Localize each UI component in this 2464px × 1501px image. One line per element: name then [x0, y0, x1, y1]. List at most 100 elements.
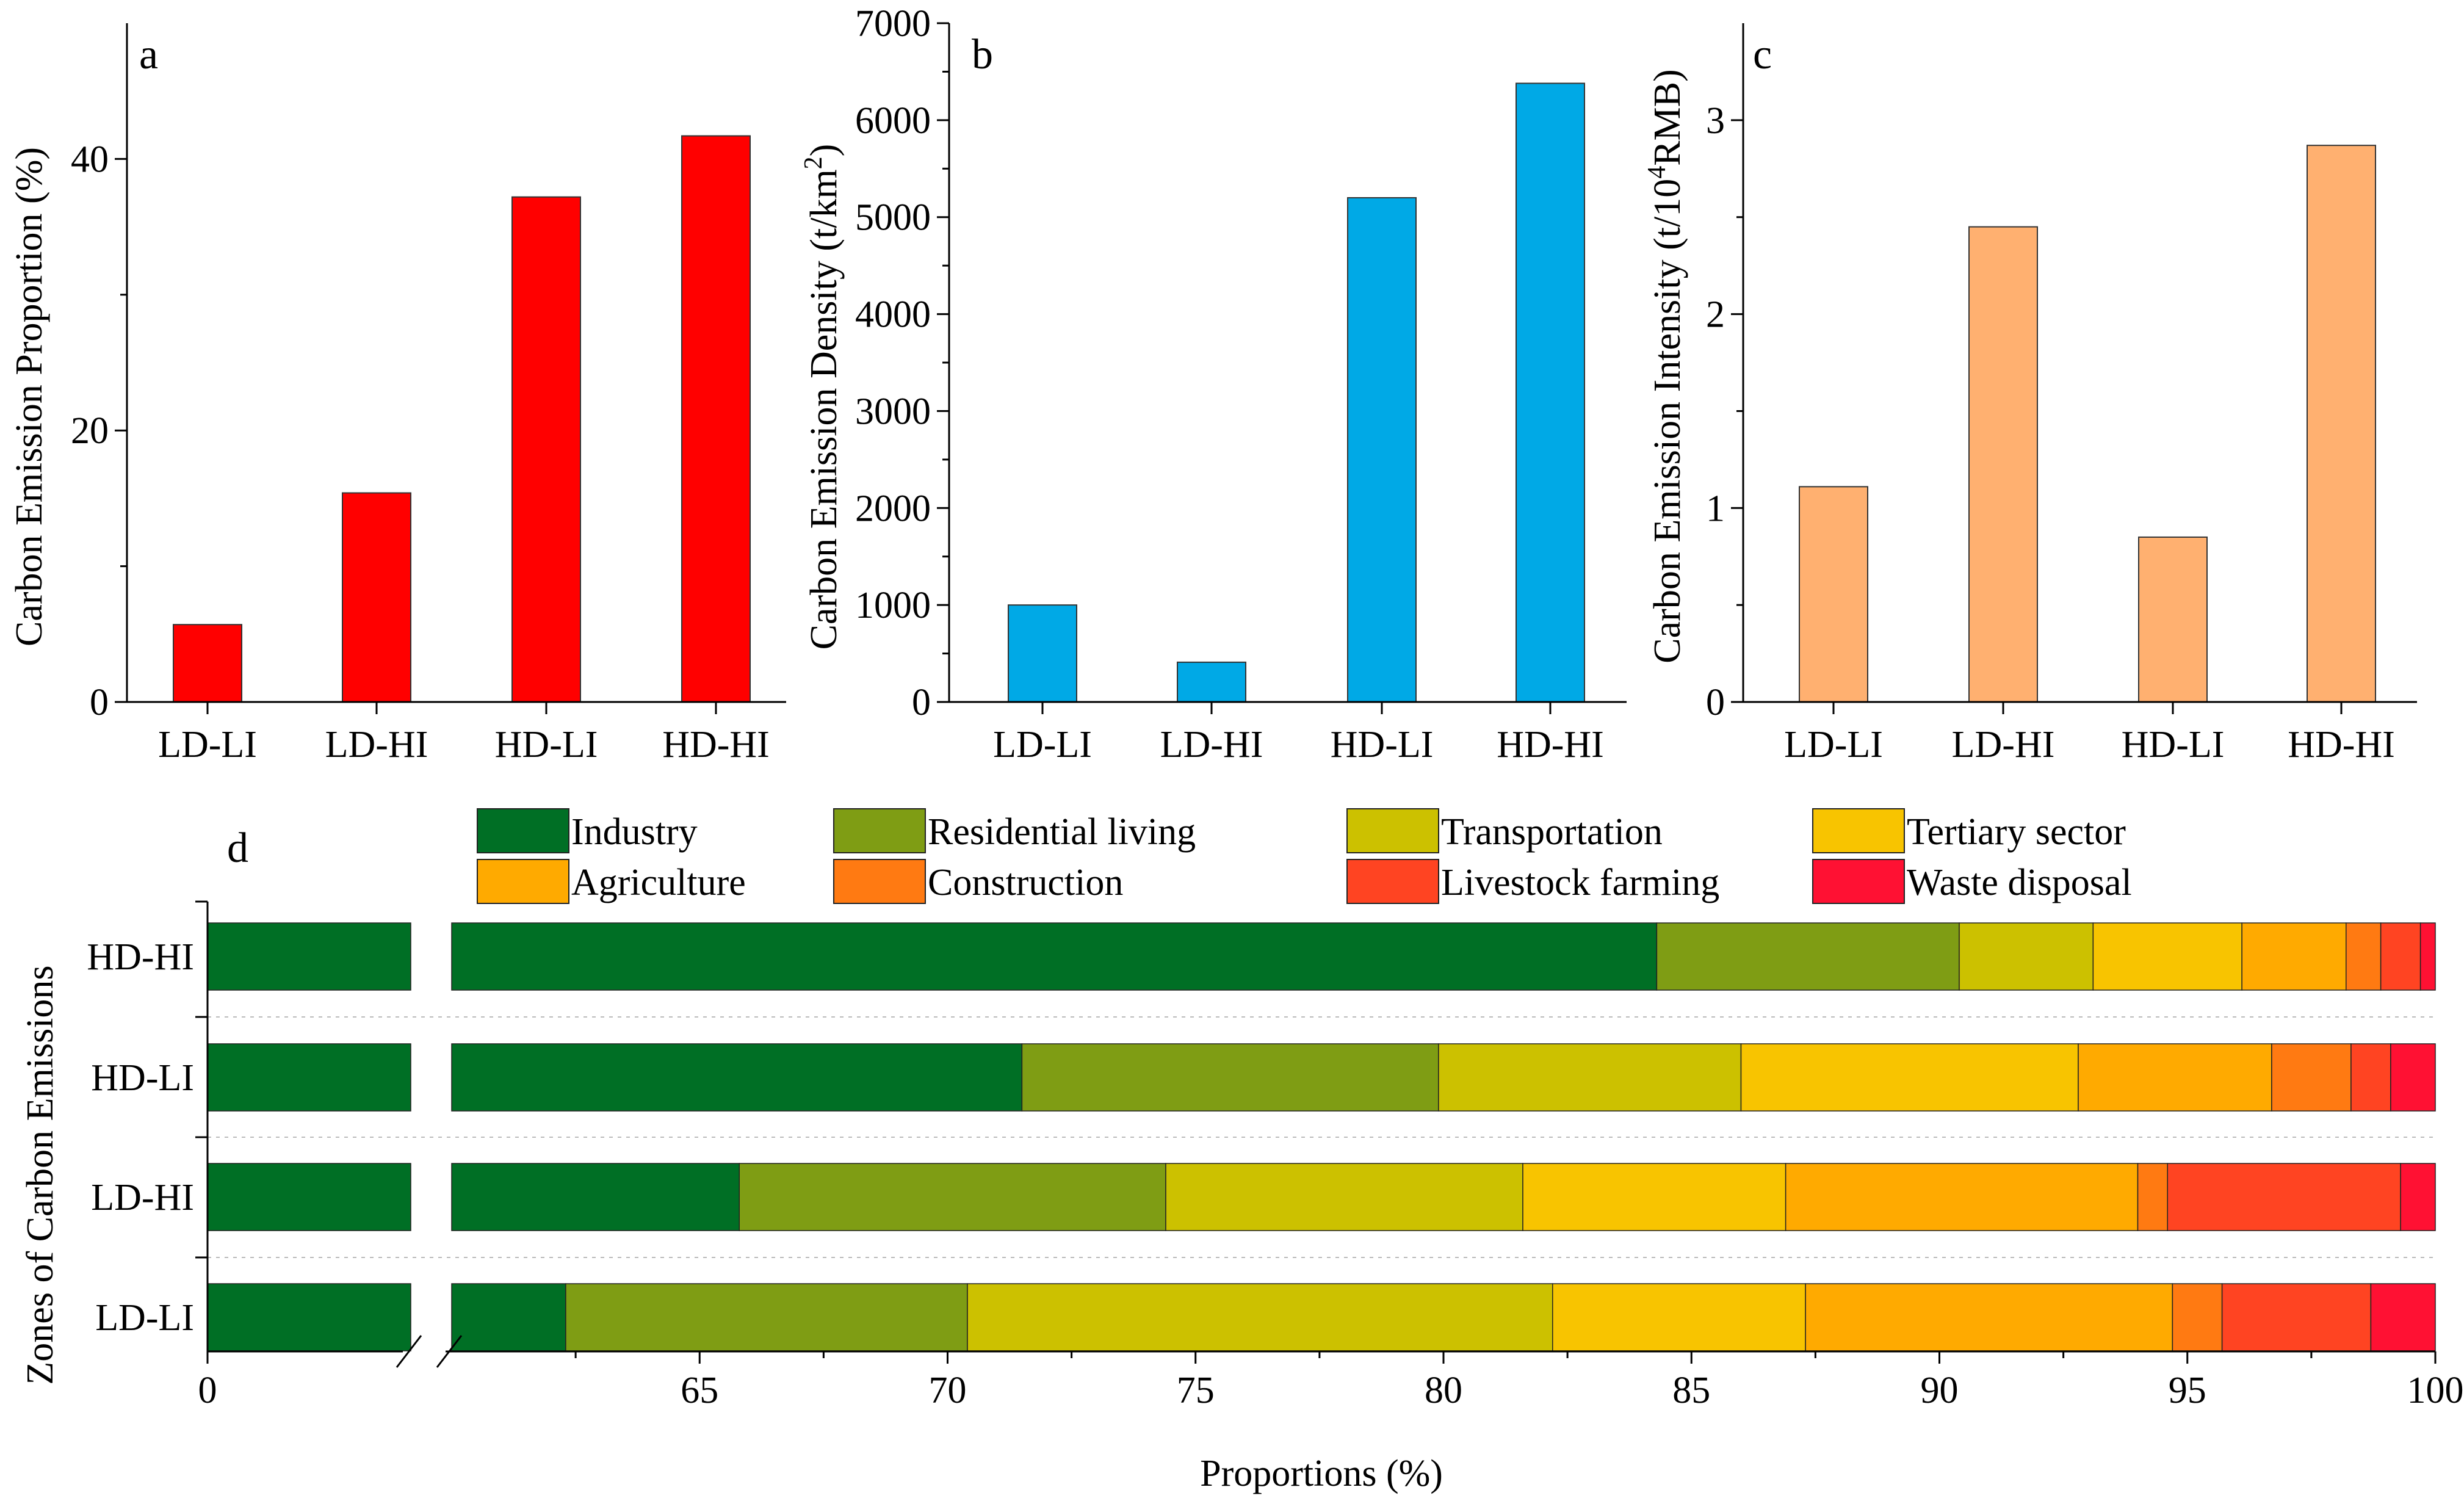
- legend-label-transportation: Transportation: [1441, 811, 1663, 853]
- panel-d-bar-ld-hi-transportation: [1165, 1163, 1523, 1231]
- panel-d-bar-hd-hi-construction: [2346, 922, 2382, 991]
- panel-d-x-tick-label: 75: [1177, 1370, 1215, 1411]
- panel-d-bar-hd-li-construction: [2271, 1043, 2352, 1112]
- panel-c-x-tick-label: LD-LI: [1784, 724, 1883, 765]
- panel-a-y-tick-label: 0: [90, 682, 109, 723]
- panel-b-y-tick-label: 2000: [855, 488, 931, 529]
- legend-swatch-waste-disposal: [1812, 859, 1905, 904]
- panel-a-x-tick-label: HD-LI: [495, 724, 598, 765]
- panel-d-bar-hd-hi-agriculture: [2241, 922, 2347, 991]
- panel-c-bar-hd-hi: [2307, 145, 2376, 703]
- panel-d-bar-hd-li-livestock-farming: [2350, 1043, 2391, 1112]
- panel-c-y-tick-label: 3: [1706, 100, 1725, 142]
- panel-b-bar-hd-hi: [1516, 82, 1585, 703]
- panel-a-x-tick-label: LD-LI: [158, 724, 257, 765]
- legend-swatch-transportation: [1346, 808, 1439, 853]
- panel-c-bar-chart: c Carbon Emission Intensity (t/104RMB) 0…: [1643, 23, 2417, 765]
- panel-d-x-tick-label: 65: [681, 1370, 718, 1411]
- panel-b-x-tick-label: HD-LI: [1331, 724, 1434, 765]
- panel-d-x-tick-label: 90: [1921, 1370, 1959, 1411]
- panel-c-y-tick-label: 1: [1706, 488, 1725, 529]
- panel-a-y-tick-label: 20: [71, 410, 109, 452]
- panel-c-y-axis-title-end: RMB): [1647, 69, 1688, 165]
- panel-d-bar-hd-hi-waste-disposal: [2419, 922, 2436, 991]
- panel-d-bar-hd-li-left-segment: [207, 1043, 411, 1112]
- panel-a-label: a: [139, 31, 158, 78]
- panel-d-bar-ld-li-agriculture: [1805, 1283, 2173, 1351]
- panel-b-x-tick-label: HD-HI: [1497, 724, 1604, 765]
- panel-b-y-tick-label: 5000: [855, 197, 931, 239]
- panel-a-bar-chart: a Carbon Emission Proportion (%) 0 20 40 LD…: [9, 23, 786, 765]
- panel-d-x-tick-label: 85: [1672, 1370, 1710, 1411]
- panel-b-y-axis-title-main: Carbon Emission Density (t/km: [803, 169, 845, 649]
- panel-c-y-tick-label: 2: [1706, 294, 1725, 336]
- panel-d-bar-hd-hi-tertiary-sector: [2092, 922, 2242, 991]
- panel-d-x-tick-label: 100: [2407, 1370, 2464, 1411]
- panel-d-bar-hd-li-industry: [451, 1043, 1023, 1112]
- panel-b-x-tick-label: LD-HI: [1160, 724, 1263, 765]
- panel-c-label: c: [1753, 31, 1772, 78]
- panel-a-bar-hd-hi: [681, 135, 751, 703]
- legend-label-residential-living: Residential living: [928, 811, 1196, 853]
- panel-d-bar-ld-li-left-segment: [207, 1283, 411, 1351]
- panel-d-bar-ld-li-construction: [2172, 1283, 2223, 1351]
- panel-d-bar-ld-hi-residential-living: [739, 1163, 1166, 1231]
- panel-a-y-axis-title: Carbon Emission Proportion (%): [9, 147, 50, 646]
- panel-d-x-tick-label: 95: [2169, 1370, 2206, 1411]
- panel-d-y-axis-title: Zones of Carbon Emissions: [20, 965, 61, 1384]
- legend-label-agriculture: Agriculture: [571, 862, 746, 903]
- panel-d-bar-ld-hi-left-segment: [207, 1163, 411, 1231]
- panel-b-bar-ld-li: [1008, 604, 1077, 703]
- panel-a-bar-ld-li: [173, 624, 242, 703]
- panel-b-bar-chart: b Carbon Emission Density (t/km2) 0 1000 2…: [800, 3, 1627, 765]
- panel-a-y-tick-label: 40: [71, 139, 109, 180]
- panel-c-x-tick-label: LD-HI: [1952, 724, 2055, 765]
- legend-label-industry: Industry: [571, 811, 698, 853]
- panel-b-y-tick-label: 4000: [855, 294, 931, 336]
- panel-c-y-tick-label: 0: [1706, 682, 1725, 723]
- panel-c-x-tick-label: HD-HI: [2288, 724, 2395, 765]
- panel-d-bar-hd-hi-residential-living: [1656, 922, 1960, 991]
- panel-d-bar-ld-li-residential-living: [565, 1283, 968, 1351]
- panel-d-x-tick-label: 70: [929, 1370, 967, 1411]
- panel-d-bar-hd-li-agriculture: [2078, 1043, 2272, 1112]
- panel-d-bar-hd-hi-livestock-farming: [2380, 922, 2421, 991]
- panel-d-x-tick-label: 80: [1425, 1370, 1462, 1411]
- panel-b-y-axis-title-end: ): [803, 144, 845, 157]
- panel-d-y-tick-label: LD-LI: [95, 1297, 194, 1339]
- panel-d-x-tick-label: 0: [198, 1370, 217, 1411]
- panel-c-x-tick-label: HD-LI: [2122, 724, 2225, 765]
- panel-b-y-axis-title: Carbon Emission Density (t/km2): [800, 144, 845, 650]
- panel-d-bar-ld-hi-tertiary-sector: [1522, 1163, 1787, 1231]
- panel-d-bar-hd-li-transportation: [1438, 1043, 1742, 1112]
- panel-d-bar-ld-hi-agriculture: [1785, 1163, 2139, 1231]
- panel-b-bar-hd-li: [1347, 197, 1417, 703]
- legend-label-tertiary-sector: Tertiary sector: [1907, 811, 2126, 853]
- panel-d-bar-hd-li-waste-disposal: [2390, 1043, 2436, 1112]
- panel-a-x-tick-label: HD-HI: [662, 724, 770, 765]
- panel-a-bar-hd-li: [511, 196, 581, 703]
- panel-d-bar-ld-li-waste-disposal: [2370, 1283, 2436, 1351]
- panel-d-y-tick-label: HD-HI: [87, 936, 194, 978]
- legend-swatch-residential-living: [833, 808, 926, 853]
- panel-b-y-tick-label: 3000: [855, 391, 931, 432]
- panel-d-stacked-bar-chart: d Proportions (%) Zones of Carbon Emissi…: [20, 808, 2464, 1494]
- panel-d-bar-hd-hi-left-segment: [207, 922, 411, 991]
- panel-c-bar-hd-li: [2138, 536, 2208, 703]
- panel-b-y-tick-label: 0: [912, 682, 931, 723]
- panel-d-bar-ld-hi-industry: [451, 1163, 740, 1231]
- panel-b-x-tick-label: LD-LI: [993, 724, 1092, 765]
- panel-c-y-axis-title-main: Carbon Emission Intensity (t/10: [1647, 179, 1688, 664]
- panel-d-bar-ld-hi-waste-disposal: [2400, 1163, 2436, 1231]
- panel-d-bar-ld-hi-construction: [2137, 1163, 2168, 1231]
- panel-d-axis-break-mark: [436, 1335, 463, 1368]
- panel-d-x-axis-title: Proportions (%): [1200, 1453, 1443, 1494]
- panel-b-label: b: [972, 31, 993, 78]
- legend-swatch-agriculture: [477, 859, 569, 904]
- panel-b-bar-ld-hi: [1177, 661, 1246, 703]
- legend-label-construction: Construction: [928, 862, 1123, 903]
- legend-swatch-industry: [477, 808, 569, 853]
- panel-b-y-tick-label: 7000: [855, 3, 931, 45]
- panel-d-bar-ld-li-tertiary-sector: [1552, 1283, 1806, 1351]
